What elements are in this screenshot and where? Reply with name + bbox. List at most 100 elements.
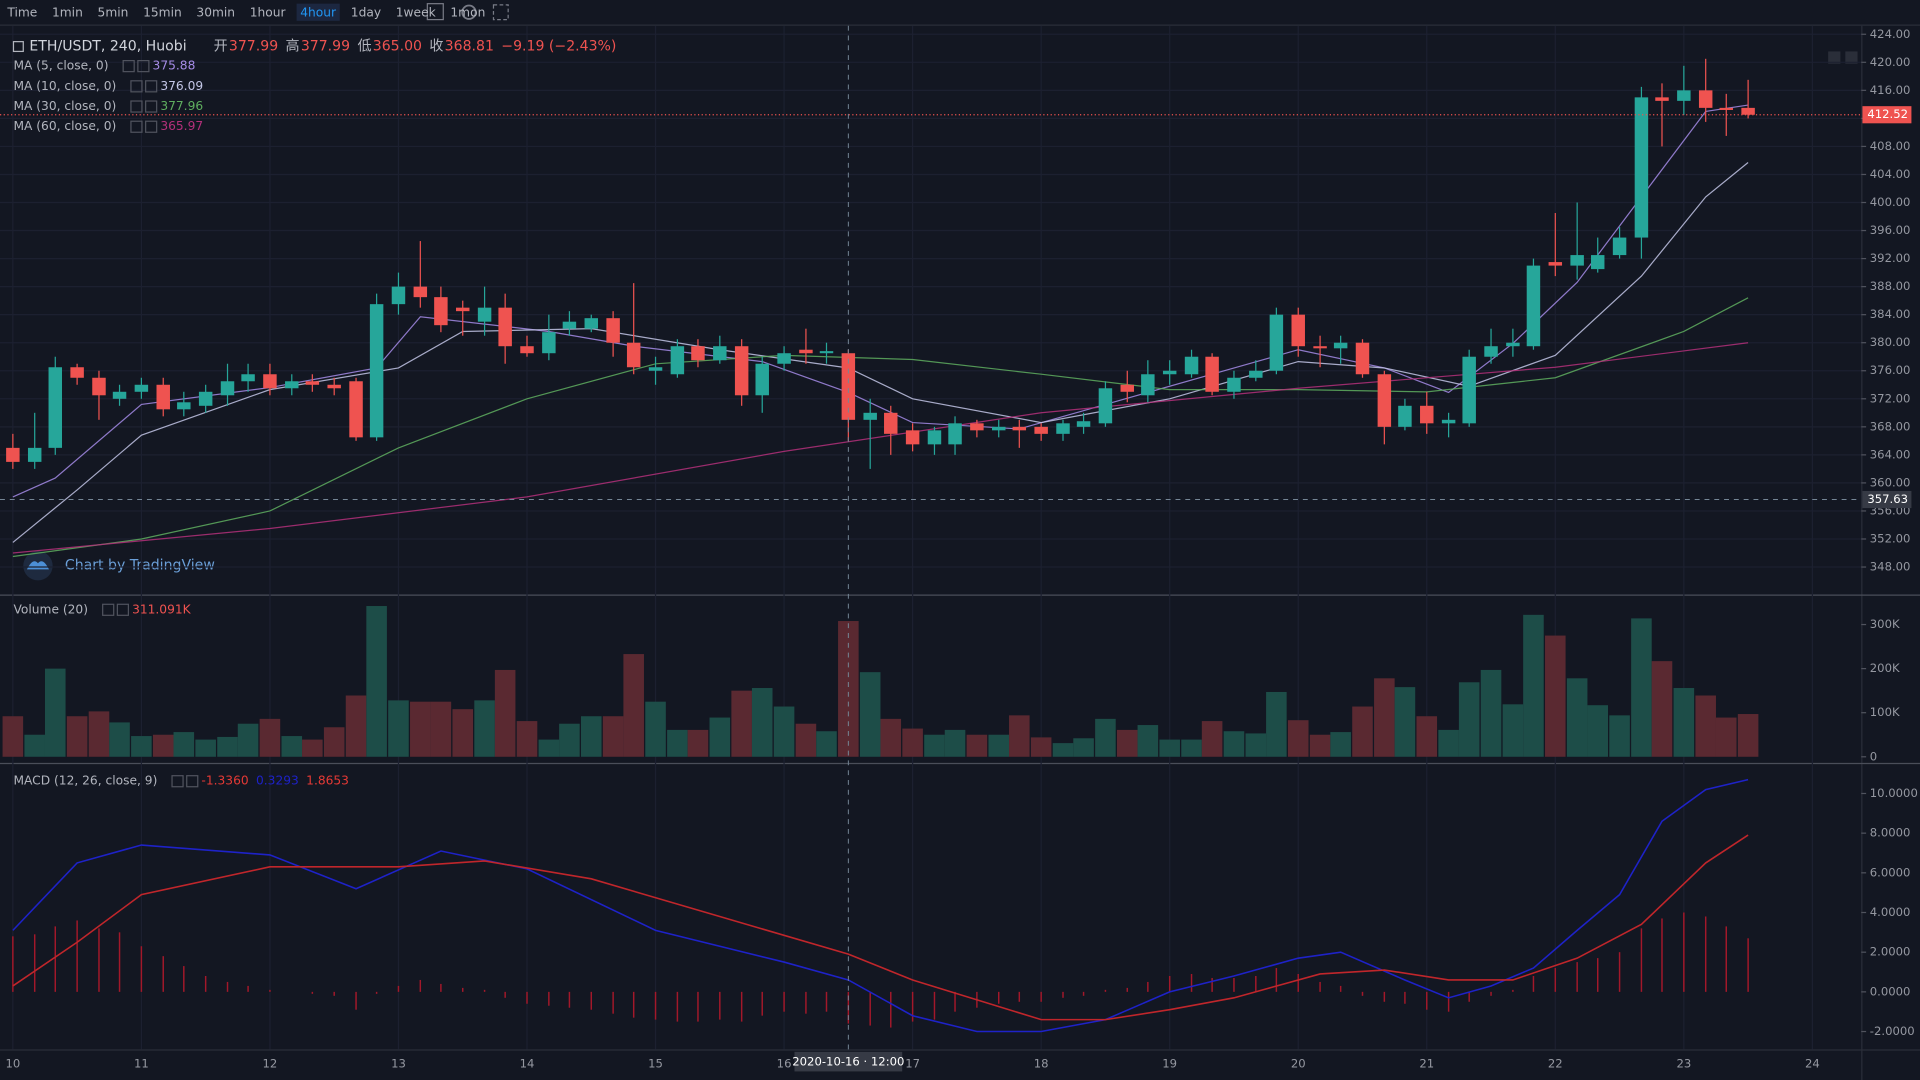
candle-body [1227, 377, 1241, 392]
candle-body [927, 430, 942, 445]
volume-bar [1095, 718, 1116, 757]
volume-bar [1287, 720, 1309, 757]
candle-body [1398, 405, 1412, 427]
candle-body [70, 367, 84, 378]
volume-bar [474, 700, 495, 757]
volume-bar [1545, 635, 1566, 757]
candle-body [755, 363, 769, 396]
indicator-button[interactable] [171, 775, 184, 788]
volume-bar [1116, 729, 1138, 757]
candle-body [1333, 342, 1348, 349]
interval-button[interactable]: 1mon [450, 5, 485, 19]
pane-button[interactable] [1828, 51, 1841, 64]
indicator-button[interactable] [145, 80, 158, 93]
volume-bar [1009, 715, 1030, 757]
candle-body [1313, 346, 1327, 349]
indicator-button[interactable] [137, 60, 150, 73]
snapshot-icon[interactable] [492, 4, 509, 21]
volume-bar [1374, 678, 1395, 757]
candle-body [48, 367, 63, 448]
y-tick-label: 368.00 [1870, 419, 1911, 433]
volume-bar [1245, 733, 1267, 757]
candle-body [1698, 90, 1713, 108]
indicator-name[interactable]: MA (60, close, 0) [13, 119, 116, 133]
candle-body [220, 381, 235, 396]
indicator-value: -1.3360 [201, 774, 248, 788]
candle-body [369, 304, 384, 438]
volume-bar [1394, 687, 1416, 757]
volume-bar [195, 739, 216, 757]
indicator-button[interactable] [130, 100, 143, 113]
volume-bar [1737, 714, 1759, 757]
x-tick-label: 18 [1034, 1057, 1049, 1071]
x-tick-label: 24 [1805, 1057, 1820, 1071]
x-tick-label: 16 [777, 1057, 792, 1071]
overlay: Time 1min 5min 15min 30min 1hour 4hour 1day 1wee… [0, 3, 1918, 1072]
candle-body [734, 346, 749, 396]
candle-body [1269, 314, 1284, 371]
x-tick-label: 22 [1548, 1057, 1563, 1071]
volume-bar [1073, 738, 1094, 757]
volume-bar [1330, 732, 1351, 757]
volume-bar [281, 736, 303, 757]
symbol-title[interactable]: ETH/USDT, 240, Huobi [29, 39, 186, 55]
y-tick-label: 8.0000 [1870, 826, 1911, 840]
volume-bar [838, 621, 859, 757]
indicator-button[interactable] [130, 120, 143, 133]
indicator-name[interactable]: Volume (20) [13, 602, 88, 616]
moving-average-line [12, 297, 1749, 558]
indicator-name[interactable]: MA (10, close, 0) [13, 79, 116, 93]
volume-bar [2, 716, 24, 757]
interval-active-bg [296, 3, 340, 21]
pane-button[interactable] [1845, 51, 1858, 64]
x-tick-label: 17 [905, 1057, 920, 1071]
indicator-button[interactable] [116, 603, 130, 616]
candle-body [1590, 255, 1605, 270]
candle-body [948, 423, 962, 445]
volume-bar [1631, 618, 1652, 757]
volume-bar [880, 718, 902, 757]
indicator-button[interactable] [186, 775, 199, 788]
indicator-button[interactable] [130, 80, 143, 93]
volume-bar [152, 734, 174, 757]
volume-bar [1223, 731, 1245, 757]
indicator-value: 1.8653 [306, 774, 349, 788]
interval-button[interactable]: 30min [196, 5, 235, 19]
y-tick-label: 348.00 [1870, 560, 1911, 574]
interval-button[interactable]: Time [6, 5, 37, 19]
interval-button[interactable]: 1min [52, 5, 83, 19]
indicator-button[interactable] [145, 120, 158, 133]
candle-body [1570, 255, 1584, 266]
indicator-button[interactable] [122, 60, 135, 73]
volume-bar [24, 734, 45, 757]
x-tick-label: 13 [391, 1057, 406, 1071]
interval-button[interactable]: 5min [98, 5, 129, 19]
collapse-icon[interactable] [12, 41, 24, 53]
interval-button[interactable]: 1day [351, 5, 381, 19]
indicator-value: 365.97 [160, 119, 203, 133]
candle-body [285, 381, 299, 389]
candle-body [134, 384, 149, 392]
indicator-icon[interactable] [426, 3, 444, 21]
indicator-name[interactable]: MA (30, close, 0) [13, 99, 116, 113]
candle-body [156, 384, 170, 410]
candle-body [1634, 97, 1649, 238]
interval-button[interactable]: 1hour [250, 5, 287, 19]
volume-bar [1651, 661, 1673, 757]
indicator-button[interactable] [102, 603, 115, 616]
volume-bar [452, 709, 474, 757]
candle-body [1548, 262, 1563, 266]
indicator-button[interactable] [145, 100, 158, 113]
indicator-name[interactable]: MA (5, close, 0) [13, 59, 108, 73]
candle-body [1719, 107, 1733, 110]
settings-icon[interactable] [461, 4, 477, 20]
interval-button[interactable]: 1week [396, 5, 437, 19]
candle-body [691, 346, 705, 361]
y-tick-label: 384.00 [1870, 307, 1911, 321]
interval-button[interactable]: 15min [143, 5, 182, 19]
indicator-name[interactable]: MACD (12, 26, close, 9) [13, 774, 157, 788]
candle-body [626, 342, 641, 368]
volume-bar [1587, 705, 1609, 757]
interval-button[interactable]: 4hour [300, 5, 337, 19]
candle-body [670, 346, 685, 375]
